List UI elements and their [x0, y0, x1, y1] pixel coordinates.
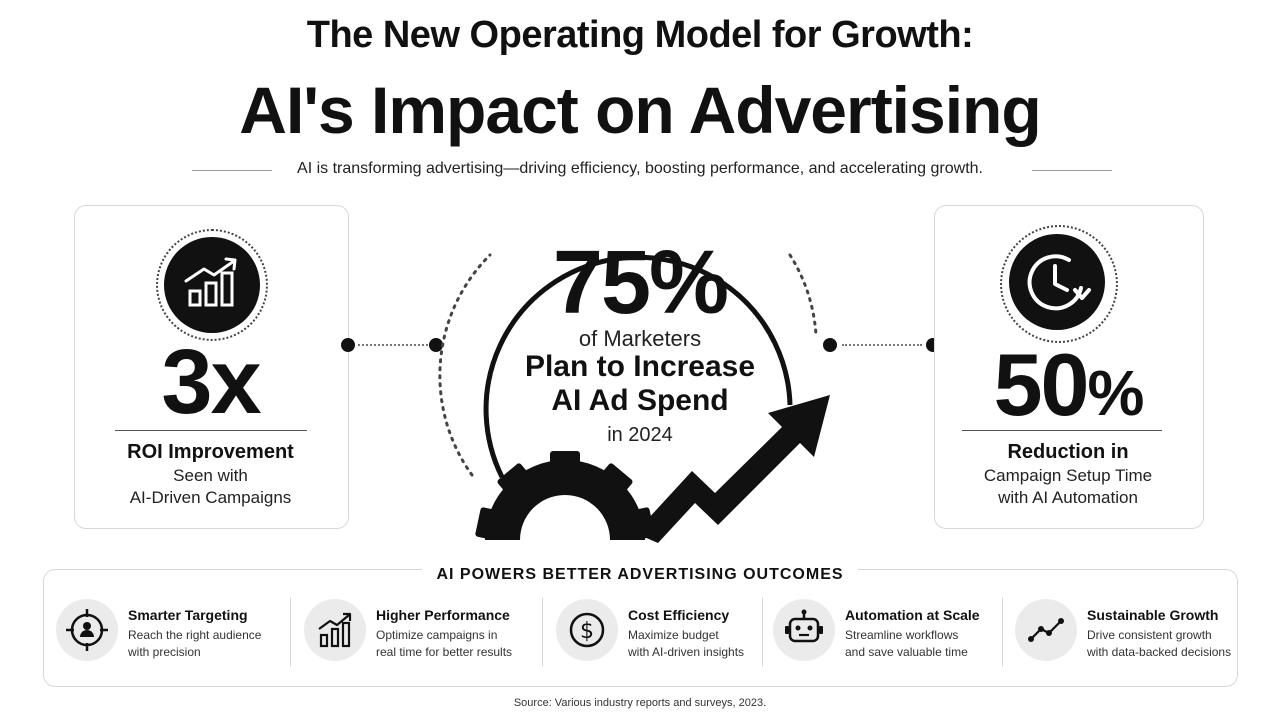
- connector-dot: [823, 338, 837, 352]
- setup-time-divider: [962, 430, 1162, 431]
- dotted-arc-left: [438, 253, 492, 477]
- svg-text:$: $: [580, 619, 594, 644]
- dollar-icon: $: [556, 599, 618, 661]
- outcome-title: Higher Performance: [376, 607, 510, 623]
- center-line-3: AI Ad Spend: [551, 384, 729, 417]
- clock-icon-ring: [1000, 225, 1118, 343]
- roi-line-2: AI-Driven Campaigns: [129, 488, 292, 507]
- outcome-item: Higher Performance Optimize campaigns in…: [304, 596, 540, 668]
- outcome-item: $ Cost Efficiency Maximize budget with AI…: [556, 596, 756, 668]
- roi-line-1: Seen with: [173, 466, 248, 485]
- connector-dot: [341, 338, 355, 352]
- center-line-2: Plan to Increase: [524, 350, 756, 383]
- outcome-separator: [290, 598, 291, 666]
- setup-time-title: Reduction in: [1007, 441, 1129, 463]
- outcome-separator: [1002, 598, 1003, 666]
- bar-chart-icon: [304, 599, 366, 661]
- roi-value: 3x: [161, 331, 261, 433]
- clock-reduction-icon: [1009, 234, 1105, 330]
- dotted-arc-right: [788, 253, 818, 337]
- outcome-item: Automation at Scale Streamline workflows…: [773, 596, 998, 668]
- outcome-separator: [762, 598, 763, 666]
- outcome-text: Optimize campaigns in real time for bette…: [376, 628, 513, 659]
- title-line-1: The New Operating Model for Growth:: [306, 14, 974, 56]
- center-line-4: in 2024: [607, 424, 673, 446]
- outcome-text: Maximize budget with AI-driven insights: [628, 628, 745, 659]
- gear-icon: [475, 451, 655, 540]
- bar-chart-growth-icon: [164, 237, 260, 333]
- connector-dot: [429, 338, 443, 352]
- center-value: 75%: [552, 233, 729, 333]
- outcome-item: Sustainable Growth Drive consistent grow…: [1015, 596, 1232, 668]
- roi-icon-ring: [156, 229, 268, 341]
- subtitle-rule-right: [1032, 170, 1112, 171]
- roi-divider: [115, 430, 307, 431]
- trend-line-icon: [1015, 599, 1077, 661]
- setup-time-value: 50%: [993, 335, 1145, 434]
- connector-line: [358, 344, 428, 346]
- outcome-text: Drive consistent growth with data-backed …: [1087, 628, 1232, 659]
- percent-sign: %: [1087, 357, 1144, 429]
- outcome-title: Automation at Scale: [845, 607, 980, 623]
- outcome-text: Reach the right audience with precision: [128, 628, 262, 659]
- outcome-title: Smarter Targeting: [128, 607, 248, 623]
- center-line-1: of Marketers: [578, 326, 702, 351]
- connector-line: [842, 344, 922, 346]
- outcome-separator: [542, 598, 543, 666]
- source-note: Source: Various industry reports and sur…: [513, 697, 767, 709]
- rising-arrow-icon: [635, 395, 830, 543]
- outcome-item: Smarter Targeting Reach the right audien…: [56, 596, 286, 668]
- robot-icon: [773, 599, 835, 661]
- roi-title: ROI Improvement: [127, 441, 294, 463]
- subtitle-rule-left: [192, 170, 272, 171]
- page-title: AI's Impact on Advertising: [239, 73, 1041, 147]
- setup-time-line-2: with AI Automation: [998, 488, 1138, 507]
- outcome-title: Cost Efficiency: [628, 607, 730, 623]
- gear-growth-graphic: [438, 253, 830, 543]
- setup-time-line-1: Campaign Setup Time: [983, 466, 1153, 485]
- outcome-text: Streamline workflows and save valuable ti…: [845, 628, 968, 659]
- outcomes-heading: AI POWERS BETTER ADVERTISING OUTCOMES: [0, 566, 1280, 584]
- outcome-title: Sustainable Growth: [1087, 607, 1219, 623]
- main-ring: [483, 254, 793, 479]
- target-person-icon: [56, 599, 118, 661]
- subtitle: AI is transforming advertising—driving e…: [297, 160, 983, 177]
